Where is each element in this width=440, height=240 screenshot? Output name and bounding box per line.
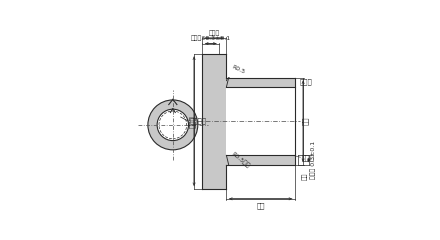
Text: 外面取: 外面取 bbox=[300, 78, 312, 85]
Text: R0.5: R0.5 bbox=[231, 64, 245, 74]
Bar bbox=[227, 155, 295, 165]
Text: 内面取: 内面取 bbox=[301, 155, 314, 162]
Text: R3.5以下: R3.5以下 bbox=[231, 151, 251, 169]
Wedge shape bbox=[148, 100, 198, 150]
Bar bbox=[227, 78, 295, 87]
Text: 鳔外径: 鳔外径 bbox=[189, 115, 195, 128]
Text: 長さ: 長さ bbox=[257, 202, 265, 209]
Bar bbox=[227, 87, 295, 155]
Text: 合金厙 0.3±0.1: 合金厙 0.3±0.1 bbox=[311, 141, 316, 179]
Text: 鳔内厄: 鳔内厄 bbox=[209, 30, 220, 36]
Text: 内厚: 内厚 bbox=[302, 173, 308, 180]
Bar bbox=[202, 54, 227, 189]
Text: 外径: 外径 bbox=[302, 117, 308, 126]
Text: 合金厓30.3±0.1: 合金厓30.3±0.1 bbox=[191, 36, 231, 41]
Text: 合わせ目: 合わせ目 bbox=[189, 118, 206, 125]
